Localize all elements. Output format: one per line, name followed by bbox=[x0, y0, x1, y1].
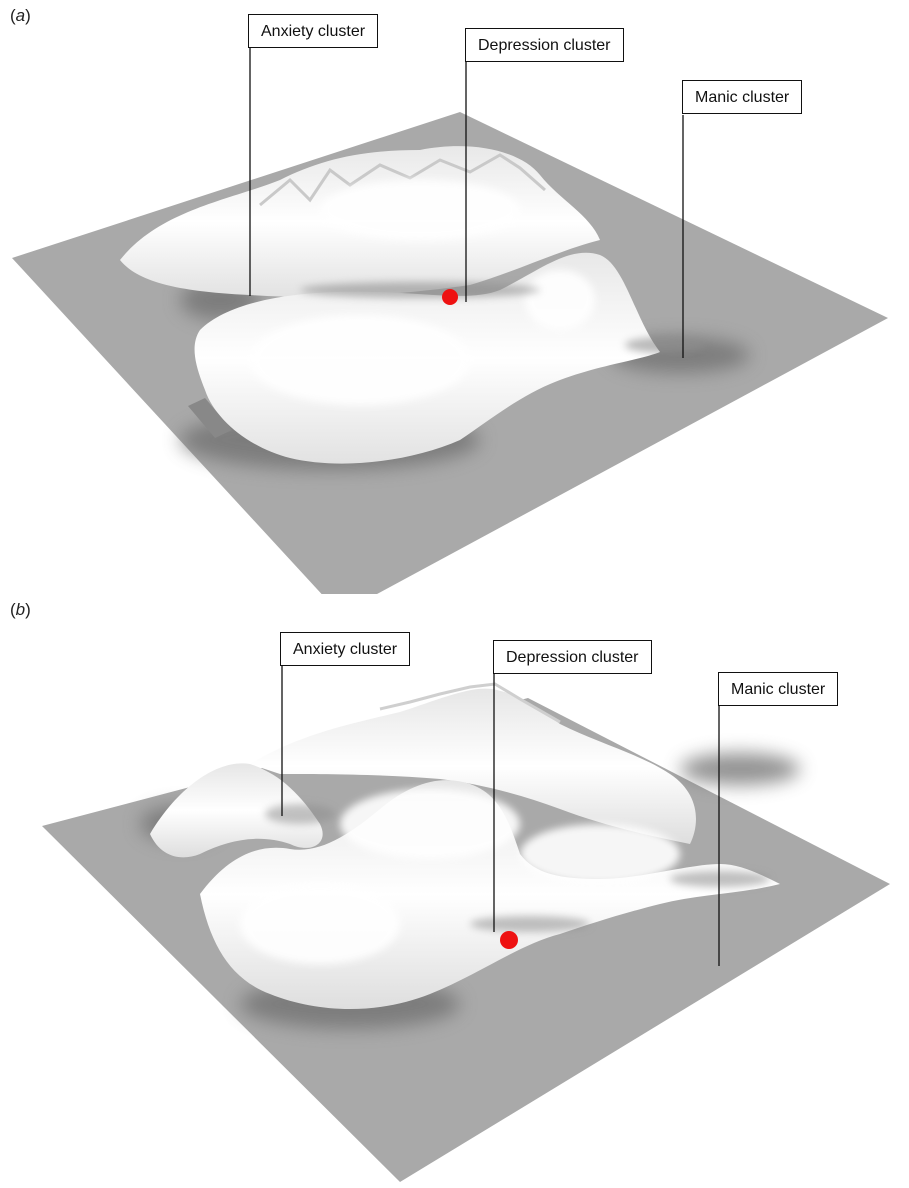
panel-label-b: (b) bbox=[10, 600, 31, 619]
depression-cluster-label: Depression cluster bbox=[493, 640, 652, 674]
panel-a: (a) Anxiety cluster Depression cluster M… bbox=[10, 6, 888, 594]
state-marker bbox=[500, 931, 518, 949]
landscape-surface-b bbox=[42, 666, 890, 1182]
anxiety-cluster-label: Anxiety cluster bbox=[280, 632, 411, 666]
back-ridge bbox=[250, 688, 696, 844]
landscape-surface-a bbox=[12, 48, 888, 594]
anxiety-cluster-label: Anxiety cluster bbox=[248, 14, 379, 48]
panel-b: (b) Anxiety cluster Depression cluster M… bbox=[0, 594, 909, 1188]
depression-cluster-label: Depression cluster bbox=[465, 28, 624, 62]
state-marker bbox=[442, 289, 458, 305]
panel-label-a: (a) bbox=[10, 6, 31, 25]
manic-cluster-label: Manic cluster bbox=[718, 672, 839, 706]
manic-cluster-label: Manic cluster bbox=[682, 80, 803, 114]
